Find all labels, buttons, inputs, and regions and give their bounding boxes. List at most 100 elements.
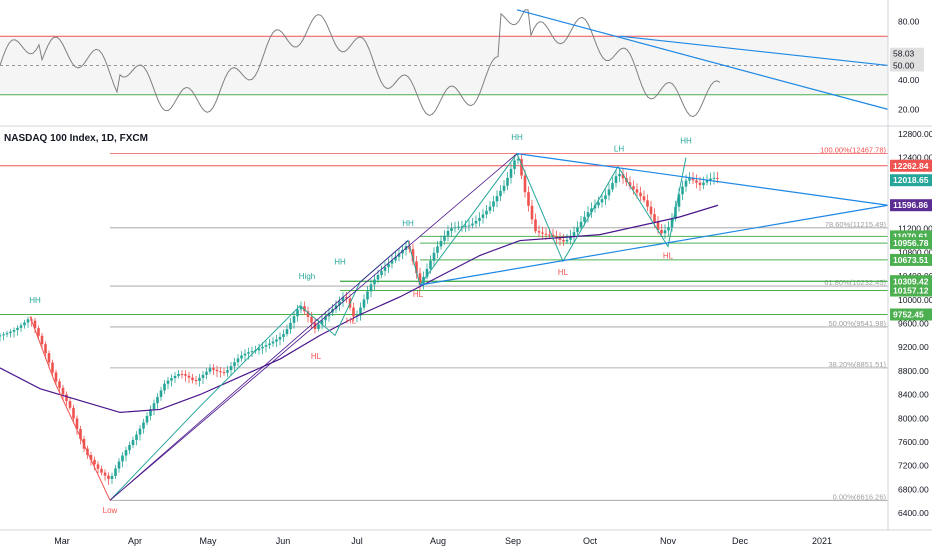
price-tick-label: 7200.00 bbox=[898, 461, 929, 471]
candle-body bbox=[481, 214, 485, 218]
candle-body bbox=[471, 223, 474, 226]
candle-body bbox=[439, 240, 443, 247]
candle-body bbox=[537, 231, 541, 233]
candle-body bbox=[362, 299, 366, 308]
candle-body bbox=[639, 192, 642, 197]
candle-body bbox=[303, 306, 306, 312]
candle-body bbox=[275, 339, 278, 342]
candle-body bbox=[156, 396, 159, 404]
candle-body bbox=[166, 380, 170, 384]
candle-body bbox=[688, 178, 691, 181]
candle-body bbox=[373, 279, 376, 285]
candle-body bbox=[299, 306, 303, 310]
candle-body bbox=[450, 228, 453, 231]
candle-body bbox=[509, 168, 513, 178]
candle-body bbox=[61, 387, 65, 395]
price-badge bbox=[890, 253, 932, 266]
candle-body bbox=[114, 468, 117, 476]
candle-body bbox=[502, 185, 506, 191]
candle-body bbox=[691, 178, 695, 181]
price-tick-label: 10000.00 bbox=[898, 295, 932, 305]
chart-title: NASDAQ 100 Index, 1D, FXCM bbox=[4, 133, 148, 144]
candle-body bbox=[9, 331, 12, 334]
trend-line-minor bbox=[109, 240, 409, 501]
candle-body bbox=[149, 409, 152, 416]
candle-body bbox=[16, 327, 19, 330]
annotation-label: HL bbox=[311, 352, 322, 361]
osc-tick-label: 80.00 bbox=[898, 17, 920, 27]
moving-average-line bbox=[0, 204, 719, 413]
candle-body bbox=[397, 253, 401, 257]
candle-body bbox=[89, 455, 93, 460]
annotation-label: HH bbox=[29, 296, 41, 305]
candle-body bbox=[394, 256, 397, 261]
fib-level-label: 78.60%(11215.49) bbox=[825, 220, 887, 229]
time-tick-label: May bbox=[199, 536, 217, 546]
osc-tick-label: 40.00 bbox=[898, 75, 920, 85]
price-tick-label: 6800.00 bbox=[898, 484, 929, 494]
osc-trendline-1 bbox=[516, 9, 889, 110]
candle-body bbox=[702, 182, 705, 186]
candle-body bbox=[684, 180, 688, 187]
candle-body bbox=[716, 177, 719, 179]
price-tick-label: 10800.00 bbox=[898, 247, 932, 257]
candle-body bbox=[233, 362, 236, 367]
candle-body bbox=[429, 260, 432, 269]
candle-body bbox=[2, 334, 5, 336]
price-badge bbox=[890, 284, 932, 297]
candle-body bbox=[523, 175, 527, 193]
candle-body bbox=[54, 372, 58, 382]
candle-body bbox=[530, 205, 534, 220]
candle-body bbox=[205, 371, 208, 375]
candle-body bbox=[436, 246, 439, 253]
candle-body bbox=[229, 366, 233, 371]
candle-body bbox=[96, 464, 100, 469]
candle-body bbox=[26, 319, 30, 323]
candle-body bbox=[698, 182, 702, 186]
candle-body bbox=[387, 263, 390, 268]
price-badge-label: 11596.86 bbox=[893, 200, 928, 210]
candle-body bbox=[705, 180, 709, 183]
candle-body bbox=[590, 208, 593, 213]
price-tick-label: 8400.00 bbox=[898, 390, 929, 400]
fib-level-label: 50.00%(9541.98) bbox=[828, 319, 886, 328]
candle-body bbox=[103, 472, 107, 476]
candle-body bbox=[527, 192, 530, 206]
candle-body bbox=[460, 226, 464, 228]
price-tick-label: 7600.00 bbox=[898, 437, 929, 447]
price-tick-label: 8000.00 bbox=[898, 413, 929, 423]
candle-body bbox=[261, 346, 264, 349]
price-badge-label: 9752.45 bbox=[893, 309, 924, 319]
candle-body bbox=[474, 220, 478, 224]
candle-body bbox=[68, 401, 72, 408]
price-badge bbox=[890, 199, 932, 212]
oscillator-line bbox=[0, 9, 721, 118]
candle-body bbox=[33, 320, 37, 329]
osc-badge-label: 50.00 bbox=[893, 60, 915, 70]
candle-body bbox=[37, 328, 40, 336]
time-tick-label: Oct bbox=[583, 536, 598, 546]
candle-body bbox=[478, 217, 481, 221]
candle-body bbox=[541, 232, 544, 234]
candle-body bbox=[425, 268, 429, 277]
candle-body bbox=[121, 455, 124, 462]
candle-body bbox=[467, 225, 471, 227]
osc-badge bbox=[890, 47, 924, 60]
candle-body bbox=[187, 375, 191, 378]
candle-body bbox=[506, 177, 509, 186]
time-tick-label: 2021 bbox=[812, 536, 832, 546]
candle-body bbox=[569, 235, 572, 240]
candle-body bbox=[562, 239, 565, 242]
candle-body bbox=[457, 226, 460, 228]
candle-body bbox=[51, 362, 54, 373]
price-badge-label: 10956.78 bbox=[893, 238, 929, 248]
candle-body bbox=[366, 291, 369, 300]
candle-body bbox=[376, 274, 380, 280]
annotation-label: HH bbox=[402, 219, 414, 228]
price-tick-label: 9600.00 bbox=[898, 319, 929, 329]
candle-body bbox=[250, 351, 254, 353]
candle-body bbox=[236, 358, 240, 363]
candle-body bbox=[359, 307, 362, 316]
osc-badge-label: 58.03 bbox=[893, 49, 915, 59]
